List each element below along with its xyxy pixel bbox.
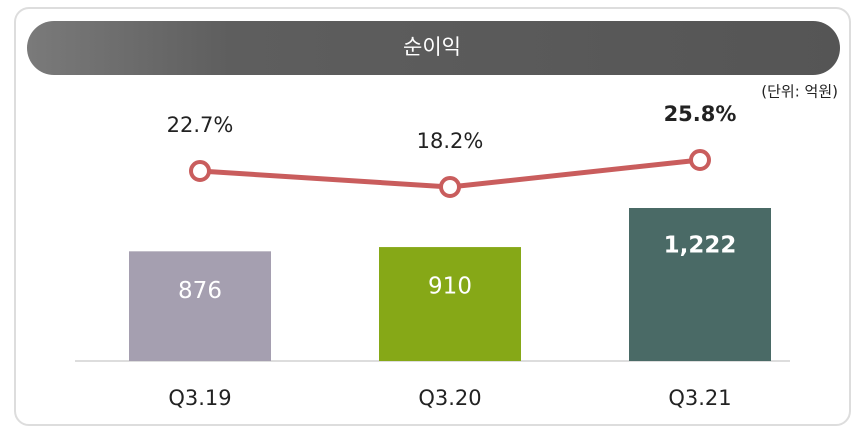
bar-value-label: 876 [178,278,222,304]
x-tick-label: Q3.19 [168,386,231,410]
bar-value-label: 1,222 [664,233,737,259]
chart-title: 순이익 [403,35,461,59]
line-value-label: 25.8% [664,102,737,126]
bar [629,208,771,361]
line-value-label: 18.2% [417,129,484,153]
title-bar [27,21,840,75]
line-point [689,149,711,171]
unit-note: (단위: 억원) [761,83,838,101]
bar [379,247,521,361]
x-tick-label: Q3.20 [418,386,481,410]
x-tick-label: Q3.21 [668,386,731,410]
line-point [439,176,461,198]
bar [129,251,271,361]
line-point [189,160,211,183]
bar-value-label: 910 [428,274,472,300]
line-value-label: 22.7% [167,113,234,137]
